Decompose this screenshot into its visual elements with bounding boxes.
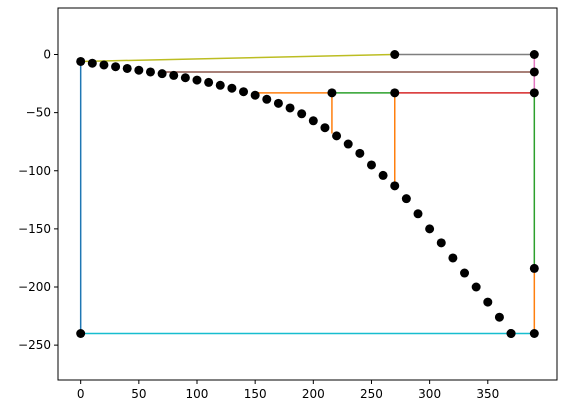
- marker: [401, 194, 411, 204]
- marker: [529, 67, 539, 77]
- y-tick-label: 0: [43, 48, 51, 62]
- marker: [494, 312, 504, 322]
- marker: [145, 67, 155, 77]
- marker: [285, 103, 295, 113]
- y-tick-label: −150: [18, 222, 51, 236]
- marker: [169, 70, 179, 80]
- x-tick-label: 150: [244, 387, 267, 401]
- marker: [308, 116, 318, 126]
- marker: [448, 253, 458, 263]
- marker: [157, 69, 167, 79]
- marker: [471, 282, 481, 292]
- marker: [529, 329, 539, 338]
- marker: [192, 75, 202, 85]
- x-tick-label: 50: [131, 387, 146, 401]
- marker: [239, 87, 249, 97]
- marker: [378, 170, 388, 180]
- marker: [273, 98, 283, 108]
- plot-frame: [57, 7, 558, 381]
- y-tick-label: −100: [18, 164, 51, 178]
- marker: [262, 94, 272, 104]
- marker: [483, 297, 493, 307]
- x-tick-label: 0: [77, 387, 85, 401]
- marker: [460, 268, 470, 278]
- marker: [215, 80, 225, 90]
- y-tick-label: −50: [26, 106, 51, 120]
- x-tick-label: 300: [418, 387, 441, 401]
- marker: [180, 73, 190, 83]
- marker: [111, 62, 121, 72]
- marker: [436, 238, 446, 248]
- x-tick-label: 200: [302, 387, 325, 401]
- marker: [87, 58, 97, 68]
- marker: [99, 60, 109, 70]
- marker: [332, 131, 342, 141]
- marker: [134, 65, 144, 75]
- marker: [506, 329, 516, 338]
- x-tick-label: 100: [186, 387, 209, 401]
- y-tick-label: −250: [18, 338, 51, 352]
- marker: [529, 263, 539, 273]
- marker: [327, 88, 337, 98]
- marker: [250, 90, 260, 100]
- marker: [122, 63, 132, 73]
- marker: [320, 123, 330, 133]
- marker: [227, 83, 237, 93]
- marker: [76, 56, 86, 66]
- line: [80, 53, 395, 63]
- marker: [204, 77, 214, 87]
- marker: [343, 139, 353, 149]
- y-tick-label: −200: [18, 280, 51, 294]
- marker: [413, 209, 423, 219]
- marker: [425, 224, 435, 234]
- marker: [529, 88, 539, 98]
- marker: [529, 50, 539, 59]
- marker: [390, 181, 400, 191]
- marker: [390, 50, 400, 59]
- marker: [297, 109, 307, 119]
- marker: [366, 160, 376, 170]
- marker: [390, 88, 400, 98]
- x-tick-label: 350: [476, 387, 499, 401]
- marker: [76, 329, 86, 338]
- marker: [355, 148, 365, 158]
- x-tick-label: 250: [360, 387, 383, 401]
